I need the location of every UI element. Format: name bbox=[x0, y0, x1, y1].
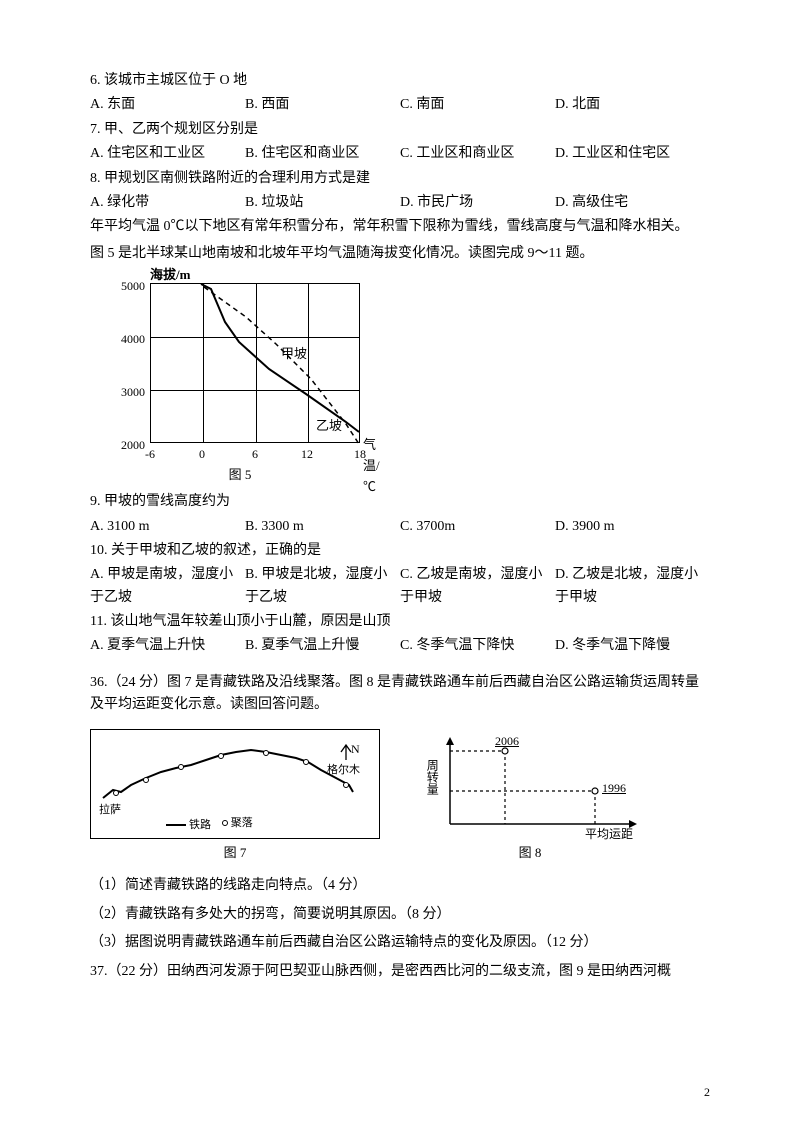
fig7-legend: 铁路 聚落 bbox=[166, 815, 261, 835]
fig7-lhasa: 拉萨 bbox=[99, 802, 121, 820]
q8-opt-d: D. 高级住宅 bbox=[555, 192, 710, 214]
fig7-north: N bbox=[351, 740, 360, 759]
q6-opt-c: C. 南面 bbox=[400, 94, 555, 116]
q6-options: A. 东面 B. 西面 C. 南面 D. 北面 bbox=[90, 94, 710, 116]
fig5-label-yi: 乙坡 bbox=[316, 416, 342, 437]
fig7-legend-rail: 铁路 bbox=[189, 817, 211, 835]
q10-opt-c: C. 乙坡是南坡，湿度小于甲坡 bbox=[400, 564, 555, 609]
q9-opt-b: B. 3300 m bbox=[245, 516, 400, 538]
fig7-caption: 图 7 bbox=[90, 843, 380, 864]
fig8-1996: 1996 bbox=[602, 779, 626, 798]
q37-stem: 37.（22 分）田纳西河发源于阿巴契亚山脉西侧，是密西西比河的二级支流，图 9… bbox=[90, 961, 710, 983]
q11-options: A. 夏季气温上升快 B. 夏季气温上升慢 C. 冬季气温下降快 D. 冬季气温… bbox=[90, 635, 710, 657]
fig8-y-label: 周转量 bbox=[422, 759, 441, 795]
q6-stem: 6. 该城市主城区位于 O 地 bbox=[90, 70, 710, 92]
fig5-xtick-0: 0 bbox=[192, 445, 212, 464]
q10-options: A. 甲坡是南坡，湿度小于乙坡 B. 甲坡是北坡，湿度小于乙坡 C. 乙坡是南坡… bbox=[90, 564, 710, 609]
q8-stem: 8. 甲规划区南侧铁路附近的合理利用方式是建 bbox=[90, 168, 710, 190]
q36-sub2: （2）青藏铁路有多处大的拐弯，简要说明其原因。（8 分） bbox=[90, 904, 710, 926]
q9-stem: 9. 甲坡的雪线高度约为 bbox=[90, 491, 710, 513]
q8-options: A. 绿化带 B. 垃圾站 D. 市民广场 D. 高级住宅 bbox=[90, 192, 710, 214]
fig5-xtick--6: -6 bbox=[140, 445, 160, 464]
q9-opt-d: D. 3900 m bbox=[555, 516, 710, 538]
page-number: 2 bbox=[704, 1083, 710, 1102]
q8-opt-c: D. 市民广场 bbox=[400, 192, 555, 214]
q6-opt-b: B. 西面 bbox=[245, 94, 400, 116]
q7-options: A. 住宅区和工业区 B. 住宅区和商业区 C. 工业区和商业区 D. 工业区和… bbox=[90, 143, 710, 165]
q7-opt-b: B. 住宅区和商业区 bbox=[245, 143, 400, 165]
figure-7: N 格尔木 拉萨 铁路 聚落 图 7 bbox=[90, 729, 380, 864]
fig5-xtick-6: 6 bbox=[245, 445, 265, 464]
q36-sub3: （3）据图说明青藏铁路通车前后西藏自治区公路运输特点的变化及原因。（12 分） bbox=[90, 932, 710, 954]
q10-opt-d: D. 乙坡是北坡，湿度小于甲坡 bbox=[555, 564, 710, 609]
q9-opt-c: C. 3700m bbox=[400, 516, 555, 538]
fig8-caption: 图 8 bbox=[410, 843, 650, 864]
q9-options: A. 3100 m B. 3300 m C. 3700m D. 3900 m bbox=[90, 516, 710, 538]
q11-opt-b: B. 夏季气温上升慢 bbox=[245, 635, 400, 657]
intro-fig5-p1: 年平均气温 0℃以下地区有常年积雪分布，常年积雪下限称为雪线，雪线高度与气温和降… bbox=[90, 216, 710, 238]
q8-opt-b: B. 垃圾站 bbox=[245, 192, 400, 214]
fig5-caption: 图 5 bbox=[100, 465, 380, 486]
q10-opt-a: A. 甲坡是南坡，湿度小于乙坡 bbox=[90, 564, 245, 609]
fig5-label-jia: 甲坡 bbox=[281, 344, 307, 365]
fig7-legend-settle: 聚落 bbox=[231, 815, 253, 833]
q10-stem: 10. 关于甲坡和乙坡的叙述，正确的是 bbox=[90, 540, 710, 562]
figure-5: 海拔/m 甲坡 乙坡 5000 4000 3000 2000 -6 0 6 12… bbox=[100, 273, 710, 483]
figure-8: 周转量 2006 1996 平均运距 图 8 bbox=[410, 729, 650, 864]
q36-sub1: （1）简述青藏铁路的线路走向特点。（4 分） bbox=[90, 875, 710, 897]
q7-opt-a: A. 住宅区和工业区 bbox=[90, 143, 245, 165]
fig7-geermu: 格尔木 bbox=[327, 762, 360, 780]
q9-opt-a: A. 3100 m bbox=[90, 516, 245, 538]
q10-opt-b: B. 甲坡是北坡，湿度小于乙坡 bbox=[245, 564, 400, 609]
q11-opt-d: D. 冬季气温下降慢 bbox=[555, 635, 710, 657]
fig8-x-label: 平均运距 bbox=[585, 825, 633, 844]
intro-fig5-p2: 图 5 是北半球某山地南坡和北坡年平均气温随海拔变化情况。读图完成 9～11 题… bbox=[90, 243, 710, 265]
q8-opt-a: A. 绿化带 bbox=[90, 192, 245, 214]
q6-opt-a: A. 东面 bbox=[90, 94, 245, 116]
figures-7-8: N 格尔木 拉萨 铁路 聚落 图 7 周转量 bbox=[90, 729, 710, 864]
q11-stem: 11. 该山地气温年较差山顶小于山麓，原因是山顶 bbox=[90, 611, 710, 633]
q11-opt-a: A. 夏季气温上升快 bbox=[90, 635, 245, 657]
fig5-ytick-3000: 3000 bbox=[115, 383, 145, 402]
fig5-chart-area: 甲坡 乙坡 bbox=[150, 283, 360, 443]
q36-stem: 36.（24 分）图 7 是青藏铁路及沿线聚落。图 8 是青藏铁路通车前后西藏自… bbox=[90, 672, 710, 717]
q7-opt-c: C. 工业区和商业区 bbox=[400, 143, 555, 165]
fig5-ytick-5000: 5000 bbox=[115, 277, 145, 296]
q6-opt-d: D. 北面 bbox=[555, 94, 710, 116]
q11-opt-c: C. 冬季气温下降快 bbox=[400, 635, 555, 657]
fig8-2006: 2006 bbox=[495, 732, 519, 751]
q7-stem: 7. 甲、乙两个规划区分别是 bbox=[90, 119, 710, 141]
q7-opt-d: D. 工业区和住宅区 bbox=[555, 143, 710, 165]
fig5-ytick-4000: 4000 bbox=[115, 330, 145, 349]
fig5-xtick-12: 12 bbox=[297, 445, 317, 464]
